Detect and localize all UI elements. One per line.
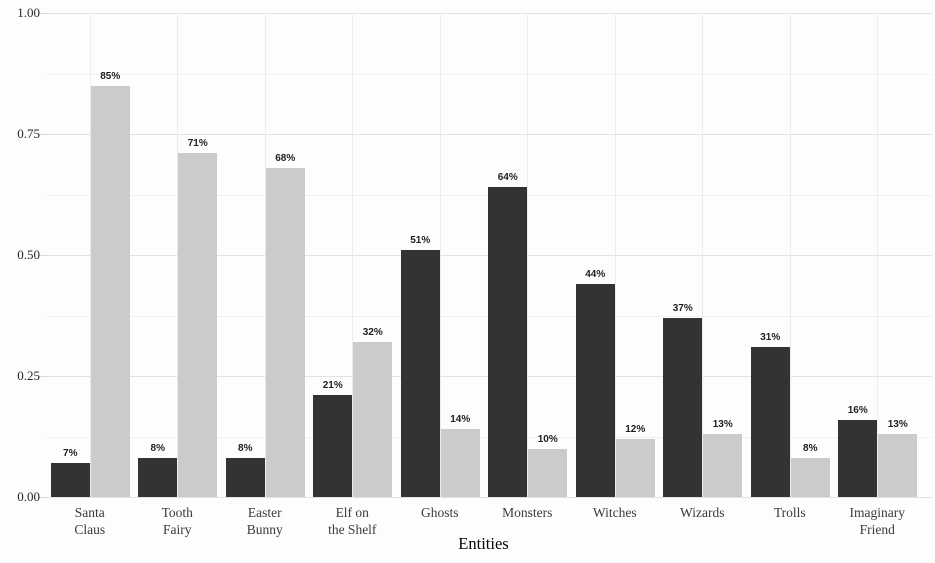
bar-dark-bars xyxy=(575,284,615,497)
x-category-label: Tooth Fairy xyxy=(161,505,193,537)
y-tick-label: 0.00 xyxy=(17,489,40,504)
bar-light-bars xyxy=(615,438,655,497)
bar-dark-bars xyxy=(663,317,703,497)
x-category-label: Ghosts xyxy=(420,505,459,520)
bar-value-label: 14% xyxy=(450,414,471,426)
bar-value-label: 68% xyxy=(275,152,296,164)
bar-dark-bars xyxy=(750,346,790,497)
bar-light-bars xyxy=(353,342,393,497)
bar-dark-bars xyxy=(138,458,178,497)
bar-dark-bars xyxy=(313,395,353,497)
bar-light-bars xyxy=(440,429,480,497)
bar-dark-bars xyxy=(225,458,265,497)
grid-line-vertical xyxy=(177,13,179,497)
grid-line-vertical xyxy=(789,13,791,497)
bar-value-label: 12% xyxy=(625,423,646,435)
bar-value-label: 37% xyxy=(672,302,693,314)
y-axis-tick xyxy=(39,255,46,256)
bar-value-label: 51% xyxy=(410,235,431,247)
bar-light-bars xyxy=(878,434,918,497)
bar-value-label: 16% xyxy=(847,404,868,416)
x-category-label: Imaginary Friend xyxy=(849,505,905,537)
y-tick-label: 1.00 xyxy=(17,5,40,20)
bar-light-bars xyxy=(178,153,218,497)
grid-line-vertical xyxy=(89,13,91,497)
bar-value-label: 64% xyxy=(497,172,518,184)
grid-line-vertical xyxy=(702,13,704,497)
y-tick-label: 0.75 xyxy=(17,126,40,141)
y-axis-tick xyxy=(39,497,46,498)
bar-value-label: 21% xyxy=(322,380,343,392)
bar-value-label: 10% xyxy=(537,433,558,445)
bar-value-label: 8% xyxy=(150,443,165,455)
bar-dark-bars xyxy=(50,463,90,497)
grid-line-major xyxy=(46,13,932,14)
bar-value-label: 13% xyxy=(712,419,733,431)
bar-value-label: 32% xyxy=(362,327,383,339)
bar-dark-bars xyxy=(838,419,878,497)
y-axis-tick xyxy=(39,13,46,14)
bar-light-bars xyxy=(790,458,830,497)
bar-value-label: 71% xyxy=(187,138,208,150)
y-axis-tick xyxy=(39,134,46,135)
y-tick-label: 0.50 xyxy=(17,247,40,262)
y-tick-label: 0.25 xyxy=(17,368,40,383)
x-category-label: Elf on the Shelf xyxy=(328,505,377,537)
bar-value-label: 8% xyxy=(803,443,818,455)
bar-value-label: 8% xyxy=(238,443,253,455)
x-axis-title: Entities xyxy=(458,534,509,553)
grid-line-vertical xyxy=(527,13,529,497)
x-category-label: Trolls xyxy=(773,505,806,520)
grid-line-vertical xyxy=(614,13,616,497)
x-category-label: Witches xyxy=(592,505,637,520)
x-category-label: Easter Bunny xyxy=(246,505,283,537)
bar-light-bars xyxy=(90,85,130,497)
bar-light-bars xyxy=(703,434,743,497)
x-category-label: Santa Claus xyxy=(74,505,106,537)
grid-line-major xyxy=(46,497,932,498)
grid-line-minor xyxy=(46,73,932,75)
bar-light-bars xyxy=(265,167,305,497)
bar-value-label: 13% xyxy=(887,419,908,431)
bar-dark-bars xyxy=(488,187,528,497)
grid-line-vertical xyxy=(352,13,354,497)
bar-dark-bars xyxy=(400,250,440,497)
x-category-label: Wizards xyxy=(680,505,725,520)
grid-line-vertical xyxy=(439,13,441,497)
grid-line-major xyxy=(46,134,932,135)
bar-value-label: 85% xyxy=(100,70,121,82)
x-category-label: Monsters xyxy=(502,505,553,520)
bar-light-bars xyxy=(528,448,568,497)
grid-line-vertical xyxy=(264,13,266,497)
grid-line-vertical xyxy=(877,13,879,497)
bar-value-label: 44% xyxy=(585,269,606,281)
y-axis-tick xyxy=(39,376,46,377)
bar-value-label: 31% xyxy=(760,331,781,343)
bar-value-label: 7% xyxy=(63,448,78,460)
